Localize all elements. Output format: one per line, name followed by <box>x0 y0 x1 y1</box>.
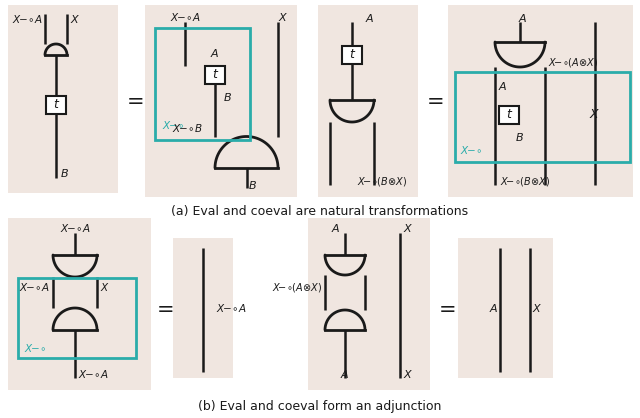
Text: $=$: $=$ <box>152 298 173 318</box>
Text: $A$: $A$ <box>340 368 349 380</box>
Bar <box>448 5 633 197</box>
Text: $X\!\!-\!\!\circ\!\!(A\!\otimes\! X)$: $X\!\!-\!\!\circ\!\!(A\!\otimes\! X)$ <box>548 56 598 69</box>
Bar <box>342 46 362 64</box>
Text: $A$: $A$ <box>488 302 498 314</box>
Text: $=$: $=$ <box>435 298 456 318</box>
Text: $X$: $X$ <box>403 222 413 234</box>
Text: $X$: $X$ <box>70 13 80 25</box>
Text: t: t <box>349 48 355 61</box>
Text: $A$: $A$ <box>211 47 220 59</box>
Text: $X\!\!-\!\!\circ$: $X\!\!-\!\!\circ$ <box>162 119 184 131</box>
Text: $X\!\!-\!\!\circ\! A$: $X\!\!-\!\!\circ\! A$ <box>60 222 90 234</box>
Text: $B$: $B$ <box>223 91 232 103</box>
Text: $X\!\!-\!\!\circ\! B$: $X\!\!-\!\!\circ\! B$ <box>172 122 203 135</box>
Text: $A$: $A$ <box>331 222 340 234</box>
Text: $X$: $X$ <box>278 11 288 23</box>
Bar <box>205 66 225 84</box>
Text: $X\!\!-\!\!\circ$: $X\!\!-\!\!\circ$ <box>24 342 47 354</box>
Text: t: t <box>507 109 511 122</box>
Text: $A$: $A$ <box>365 12 374 24</box>
Text: $B$: $B$ <box>60 167 68 179</box>
Text: $=$: $=$ <box>122 90 144 110</box>
Bar <box>155 28 250 140</box>
Text: $X\!\!-\!\!\circ\! A$: $X\!\!-\!\!\circ\! A$ <box>19 281 50 293</box>
Bar <box>46 96 66 114</box>
Text: $B$: $B$ <box>515 131 524 143</box>
Text: $X$: $X$ <box>532 302 542 314</box>
Text: $X\!\!-\!\!\circ\! A$: $X\!\!-\!\!\circ\! A$ <box>216 302 247 314</box>
Text: $X\!\!-\!\!\circ\!\!(A\!\otimes\! X)$: $X\!\!-\!\!\circ\!\!(A\!\otimes\! X)$ <box>271 280 322 293</box>
Text: $A$: $A$ <box>499 80 508 92</box>
Text: $X$: $X$ <box>403 368 413 380</box>
Text: $=$: $=$ <box>422 90 444 110</box>
Bar <box>173 238 233 378</box>
Text: $A$: $A$ <box>518 12 528 24</box>
Bar <box>318 5 418 197</box>
Text: t: t <box>54 99 58 112</box>
Text: $X$: $X$ <box>589 109 601 122</box>
Bar <box>145 5 297 197</box>
Text: $X\!\!-\!\!\circ\!\!(B\!\otimes\! X)$: $X\!\!-\!\!\circ\!\!(B\!\otimes\! X)$ <box>500 174 550 188</box>
Text: $B$: $B$ <box>248 179 257 191</box>
Bar <box>8 5 118 193</box>
Text: $X\!\!-\!\!\circ\! A$: $X\!\!-\!\!\circ\! A$ <box>12 13 43 25</box>
Bar <box>18 278 136 358</box>
Text: $X\!\!-\!\!\circ\!\!(B\!\otimes\! X)$: $X\!\!-\!\!\circ\!\!(B\!\otimes\! X)$ <box>357 174 408 188</box>
Text: $X$: $X$ <box>100 281 109 293</box>
Bar <box>8 218 151 390</box>
Bar <box>458 238 553 378</box>
Text: $X\!\!-\!\!\circ\! A$: $X\!\!-\!\!\circ\! A$ <box>78 368 109 380</box>
Bar <box>499 106 519 124</box>
Bar <box>308 218 430 390</box>
Text: $X\!\!-\!\!\circ$: $X\!\!-\!\!\circ$ <box>460 144 483 156</box>
Text: (b) Eval and coeval form an adjunction: (b) Eval and coeval form an adjunction <box>198 400 442 413</box>
Text: (a) Eval and coeval are natural transformations: (a) Eval and coeval are natural transfor… <box>172 205 468 218</box>
Text: t: t <box>212 69 218 82</box>
Text: $X\!\!-\!\!\circ\! A$: $X\!\!-\!\!\circ\! A$ <box>170 11 200 23</box>
Bar <box>455 72 630 162</box>
